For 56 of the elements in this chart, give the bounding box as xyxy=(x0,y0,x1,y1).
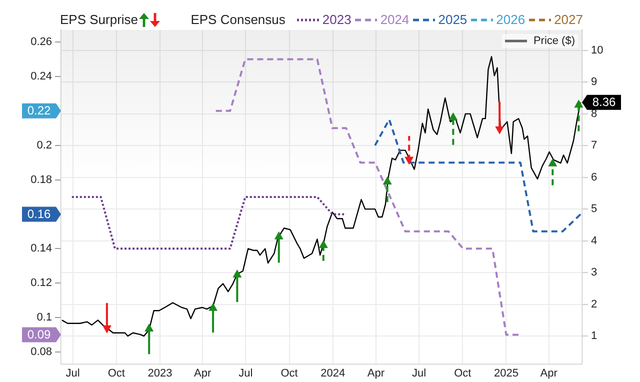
x-tick-label: Oct xyxy=(454,368,472,380)
y2-tick-label: 9 xyxy=(591,76,598,88)
y-tick-label: 0.1 xyxy=(36,312,52,324)
point xyxy=(382,176,392,184)
line-series xyxy=(374,118,582,232)
y2-tick-label: 1 xyxy=(591,330,598,342)
data-label: 8.36 xyxy=(592,95,616,110)
x-tick-label: Jul xyxy=(412,368,426,380)
legend-title: EPS Consensus xyxy=(190,12,286,28)
x-tick-label: Apr xyxy=(194,368,212,380)
x-tick-label: Apr xyxy=(367,368,385,380)
point xyxy=(574,100,584,108)
point xyxy=(548,158,558,166)
legend-label: 2026 xyxy=(496,12,526,28)
y-tick-label: 0.12 xyxy=(30,277,52,290)
y-tick-label: 0.09 xyxy=(27,328,51,342)
point xyxy=(144,323,154,332)
y2-tick-label: 4 xyxy=(591,234,598,247)
x-tick-label: Oct xyxy=(280,368,298,380)
y2-tick-label: 3 xyxy=(591,266,598,279)
point xyxy=(495,126,504,134)
point xyxy=(274,231,284,240)
point xyxy=(318,240,328,248)
y-tick-label: 0.22 xyxy=(27,104,51,118)
x-tick-label: Apr xyxy=(540,368,558,380)
y-tick-label: 0.18 xyxy=(30,174,52,186)
point xyxy=(232,270,242,278)
line-series xyxy=(214,58,522,336)
legend-label: 2024 xyxy=(380,12,410,28)
y-tick-label: 0.08 xyxy=(30,346,52,358)
x-tick-label: 2023 xyxy=(148,368,172,380)
legend-label: 2027 xyxy=(554,12,583,28)
y2-tick-label: 6 xyxy=(591,171,598,184)
legend-label: 2025 xyxy=(438,12,468,28)
y2-tick-label: 10 xyxy=(591,44,604,56)
y-tick-label: 0.14 xyxy=(30,242,52,255)
x-tick-label: Oct xyxy=(108,368,125,380)
point xyxy=(404,156,414,165)
y2-tick-label: 5 xyxy=(591,203,598,216)
y2-tick-label: 2 xyxy=(591,298,598,310)
legend-label: 2023 xyxy=(322,12,352,28)
x-tick-label: 2025 xyxy=(494,368,518,380)
point xyxy=(448,112,458,120)
legend-label: Price ($) xyxy=(533,35,575,47)
y-tick-label: 0.26 xyxy=(30,36,52,48)
y2-tick-label: 7 xyxy=(591,140,598,152)
x-tick-label: Jul xyxy=(238,368,253,380)
y2-tick-label: 8 xyxy=(591,108,598,120)
x-tick-label: 2024 xyxy=(320,368,346,380)
point xyxy=(102,325,112,334)
point xyxy=(208,302,218,311)
y-tick-label: 0.16 xyxy=(27,207,51,222)
text: EPS Surprise xyxy=(60,12,138,28)
x-tick-label: Jul xyxy=(66,368,80,380)
y-tick-label: 0.24 xyxy=(30,70,52,83)
y-tick-label: 0.2 xyxy=(36,139,52,152)
